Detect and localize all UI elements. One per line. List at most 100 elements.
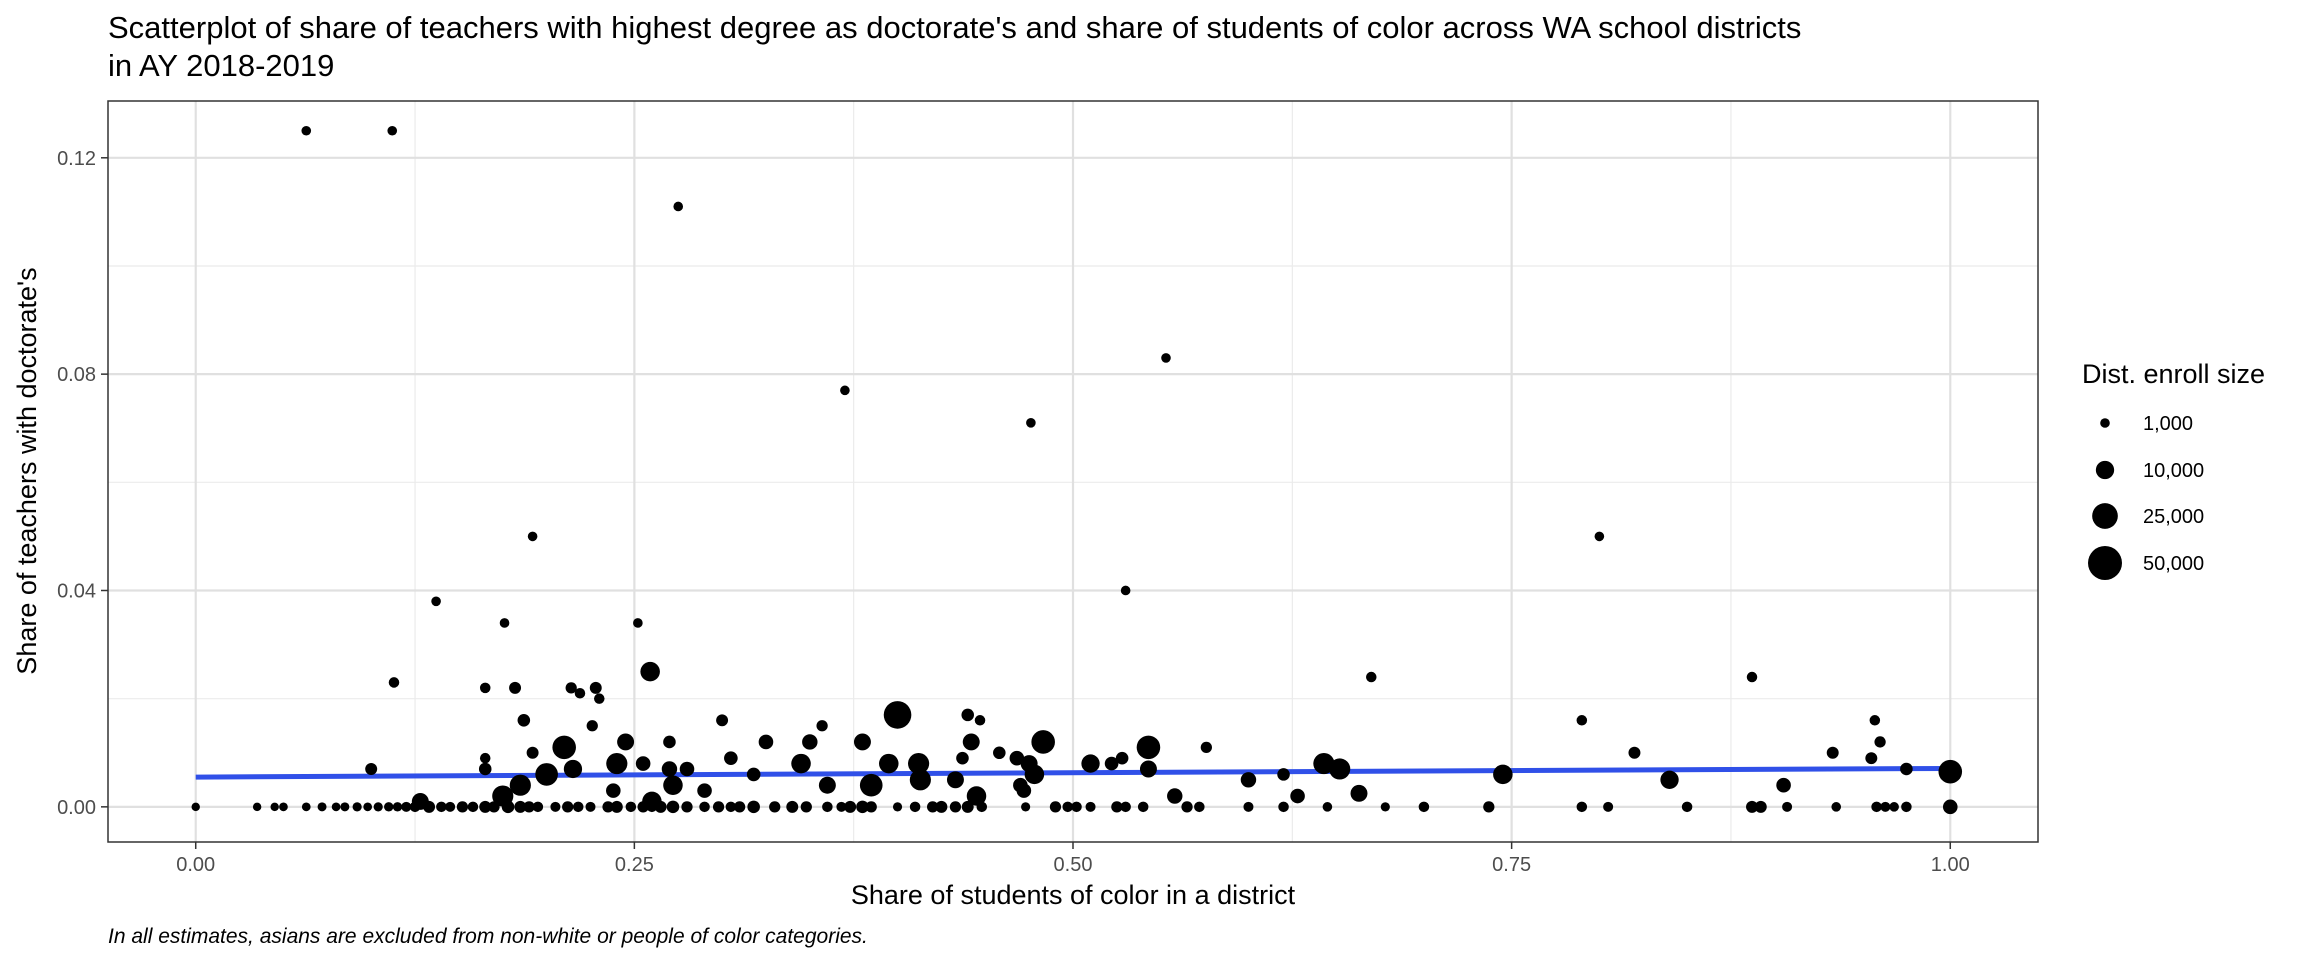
legend-label: 50,000 xyxy=(2143,553,2204,575)
scatter-point xyxy=(340,802,350,812)
y-axis-title: Share of teachers with doctorate's xyxy=(12,267,42,674)
scatter-point xyxy=(909,769,931,791)
scatter-point xyxy=(640,661,660,682)
scatter-point xyxy=(191,802,200,812)
scatter-point xyxy=(1776,777,1791,793)
scatter-point xyxy=(1865,752,1878,765)
scatter-point xyxy=(769,801,781,813)
scatter-point xyxy=(388,677,400,688)
scatter-point xyxy=(1120,585,1131,596)
scatter-point xyxy=(617,733,635,751)
y-tick-label: 0.12 xyxy=(57,148,96,170)
legend-key xyxy=(2100,418,2110,428)
scatter-point xyxy=(1071,801,1082,813)
scatter-point xyxy=(499,618,510,628)
scatter-point xyxy=(993,746,1006,760)
scatter-point xyxy=(456,801,469,813)
scatter-point xyxy=(1576,715,1588,726)
scatter-point xyxy=(836,801,847,812)
scatter-point xyxy=(589,681,602,694)
y-tick-label: 0.00 xyxy=(57,797,96,819)
scatter-point xyxy=(962,733,980,751)
scatter-point xyxy=(1681,801,1693,813)
scatter-point xyxy=(602,801,614,813)
scatter-point xyxy=(892,802,903,812)
scatter-point xyxy=(401,801,412,812)
scatter-point xyxy=(1120,801,1131,813)
scatter-point xyxy=(926,801,939,813)
scatter-point xyxy=(479,800,492,813)
scatter-point xyxy=(865,801,877,813)
scatter-point xyxy=(1366,671,1377,683)
scatter-point xyxy=(1880,801,1891,812)
scatter-point xyxy=(853,733,871,751)
scatter-point xyxy=(585,801,596,812)
scatter-point xyxy=(523,801,535,813)
scatter-point xyxy=(1746,800,1758,813)
chart-title-line-2: in AY 2018-2019 xyxy=(108,48,334,83)
x-tick-label: 0.25 xyxy=(615,854,654,876)
scatter-point xyxy=(1104,756,1119,771)
scatter-point xyxy=(1869,715,1881,726)
scatter-point xyxy=(879,753,899,774)
scatter-point xyxy=(1200,741,1212,753)
scatter-point xyxy=(1889,802,1899,812)
scatter-point xyxy=(1660,770,1679,789)
scatter-point xyxy=(1139,760,1157,778)
x-axis-title: Share of students of color in a district xyxy=(851,880,1296,910)
scatter-point xyxy=(363,802,373,812)
scatter-point xyxy=(1754,800,1767,813)
scatter-point xyxy=(478,762,492,776)
legend-key xyxy=(2088,546,2122,580)
scatter-point xyxy=(317,802,327,812)
trend-line xyxy=(195,765,1951,780)
scatter-point xyxy=(1418,801,1430,813)
scatter-point xyxy=(479,752,491,764)
scatter-point xyxy=(1871,801,1882,813)
scatter-point xyxy=(1329,758,1351,780)
trend-line-group xyxy=(195,765,1951,780)
scatter-point xyxy=(1016,783,1032,798)
scatter-point xyxy=(1831,802,1842,812)
scatter-point xyxy=(646,801,658,813)
x-tick-label: 1.00 xyxy=(1931,854,1970,876)
scatter-point xyxy=(635,756,651,771)
scatter-point xyxy=(663,775,683,795)
scatter-point xyxy=(976,801,988,813)
scatter-point xyxy=(935,800,948,813)
scatter-point xyxy=(909,801,921,813)
scatter-point xyxy=(956,751,969,765)
scatter-point xyxy=(1746,671,1758,683)
scatter-point xyxy=(423,800,436,813)
scatter-point xyxy=(467,801,479,813)
scatter-point xyxy=(856,800,869,814)
scatter-point xyxy=(301,802,311,812)
scatter-point xyxy=(1049,801,1062,813)
scatter-point xyxy=(252,802,262,812)
scatter-point xyxy=(509,681,522,694)
scatter-point xyxy=(373,802,383,812)
scatter-point xyxy=(844,800,857,813)
scatter-point xyxy=(610,800,623,813)
scatter-point xyxy=(352,802,362,812)
scatter-point xyxy=(679,761,695,777)
scatter-point xyxy=(859,773,883,797)
scatter-point xyxy=(526,746,539,759)
scatter-point xyxy=(301,125,312,136)
scatter-point xyxy=(733,801,746,813)
scatter-point xyxy=(501,800,515,814)
scatter-point xyxy=(633,618,643,628)
data-points xyxy=(191,125,1963,815)
legend-key xyxy=(2095,460,2115,480)
scatter-point xyxy=(606,752,628,775)
scatter-point xyxy=(746,767,761,782)
scatter-point xyxy=(666,800,680,814)
scatter-point xyxy=(758,734,774,750)
scatter-point xyxy=(1576,801,1588,813)
legend-title: Dist. enroll size xyxy=(2082,359,2265,389)
scatter-point xyxy=(1009,750,1025,766)
scatter-point xyxy=(637,801,649,813)
scatter-point xyxy=(384,802,394,812)
scatter-point xyxy=(681,801,693,813)
